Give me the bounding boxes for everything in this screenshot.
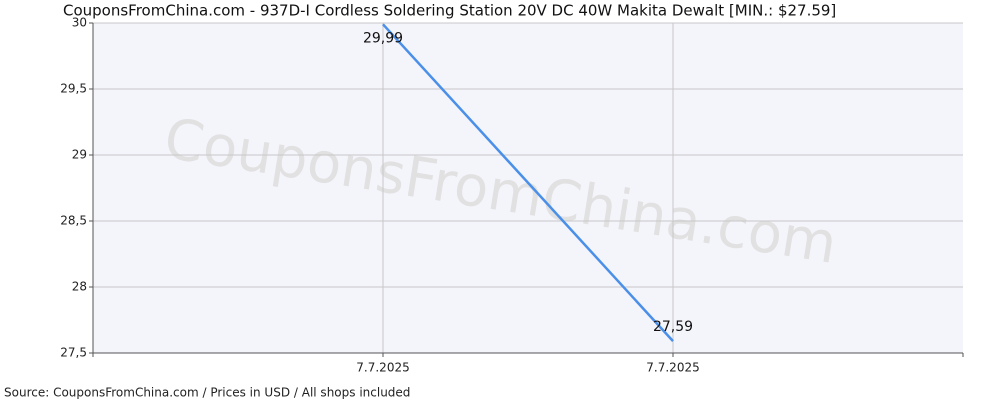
price-line	[382, 23, 674, 342]
y-tick-label: 30	[72, 16, 87, 30]
y-tick-label: 28	[72, 280, 87, 294]
chart-title: CouponsFromChina.com - 937D-I Cordless S…	[63, 2, 836, 20]
y-tick-label: 29	[72, 148, 87, 162]
value-label: 27,59	[653, 319, 693, 335]
plot-area	[93, 23, 963, 353]
y-tick-label: 29,5	[60, 82, 87, 96]
x-tick-label: 7.7.2025	[356, 361, 409, 375]
y-tick-label: 27,5	[60, 346, 87, 360]
value-label: 29,99	[363, 30, 403, 46]
source-note: Source: CouponsFromChina.com / Prices in…	[4, 386, 410, 400]
x-tick-label: 7.7.2025	[646, 361, 699, 375]
y-tick-label: 28,5	[60, 214, 87, 228]
